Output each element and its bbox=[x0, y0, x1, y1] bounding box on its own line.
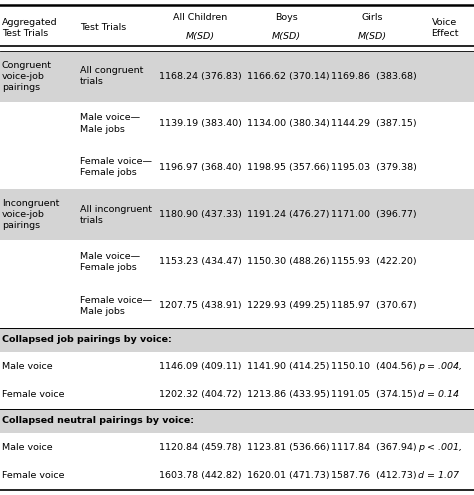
Text: Incongruent
voice-job
pairings: Incongruent voice-job pairings bbox=[2, 199, 59, 230]
Text: 1120.84 (459.78): 1120.84 (459.78) bbox=[159, 443, 242, 452]
Text: 1198.95 (357.66): 1198.95 (357.66) bbox=[247, 163, 330, 172]
Text: Female voice—
Male jobs: Female voice— Male jobs bbox=[80, 296, 152, 316]
Text: 1139.19 (383.40): 1139.19 (383.40) bbox=[159, 119, 242, 128]
Text: Male voice—
Male jobs: Male voice— Male jobs bbox=[80, 113, 140, 134]
Text: 1166.62 (370.14): 1166.62 (370.14) bbox=[247, 72, 330, 81]
Text: 1202.32 (404.72): 1202.32 (404.72) bbox=[159, 390, 242, 399]
Text: 1150.10  (404.56): 1150.10 (404.56) bbox=[330, 361, 416, 371]
Bar bbox=[0, 409, 474, 433]
Text: M(SD): M(SD) bbox=[357, 32, 386, 42]
Text: 1195.03  (379.38): 1195.03 (379.38) bbox=[330, 163, 417, 172]
Text: 1191.24 (476.27): 1191.24 (476.27) bbox=[247, 210, 330, 219]
Text: 1180.90 (437.33): 1180.90 (437.33) bbox=[159, 210, 242, 219]
Text: p = .004,: p = .004, bbox=[418, 361, 462, 371]
Text: 1168.24 (376.83): 1168.24 (376.83) bbox=[159, 72, 242, 81]
Text: 1207.75 (438.91): 1207.75 (438.91) bbox=[159, 301, 242, 310]
Text: Male voice—
Female jobs: Male voice— Female jobs bbox=[80, 252, 140, 272]
Text: Aggregated
Test Trials: Aggregated Test Trials bbox=[2, 18, 57, 38]
Text: Female voice: Female voice bbox=[2, 471, 64, 480]
Text: 1171.00  (396.77): 1171.00 (396.77) bbox=[330, 210, 416, 219]
Text: All Children: All Children bbox=[173, 12, 228, 22]
Text: Collapsed job pairings by voice:: Collapsed job pairings by voice: bbox=[2, 335, 172, 344]
Text: Male voice: Male voice bbox=[2, 361, 53, 371]
Bar bbox=[0, 189, 474, 240]
Text: Girls: Girls bbox=[361, 12, 383, 22]
Text: Collapsed neutral pairings by voice:: Collapsed neutral pairings by voice: bbox=[2, 416, 194, 425]
Text: 1150.30 (488.26): 1150.30 (488.26) bbox=[247, 257, 330, 266]
Text: 1123.81 (536.66): 1123.81 (536.66) bbox=[247, 443, 330, 452]
Text: d = 0.14: d = 0.14 bbox=[418, 390, 459, 399]
Text: 1141.90 (414.25): 1141.90 (414.25) bbox=[247, 361, 330, 371]
Text: Voice
Effect: Voice Effect bbox=[431, 18, 459, 38]
Bar bbox=[0, 328, 474, 352]
Text: 1587.76  (412.73): 1587.76 (412.73) bbox=[330, 471, 416, 480]
Text: M(SD): M(SD) bbox=[272, 32, 301, 42]
Text: 1153.23 (434.47): 1153.23 (434.47) bbox=[159, 257, 242, 266]
Text: Female voice: Female voice bbox=[2, 390, 64, 399]
Text: 1117.84  (367.94): 1117.84 (367.94) bbox=[330, 443, 416, 452]
Text: d = 1.07: d = 1.07 bbox=[418, 471, 459, 480]
Text: 1620.01 (471.73): 1620.01 (471.73) bbox=[247, 471, 330, 480]
Text: 1229.93 (499.25): 1229.93 (499.25) bbox=[247, 301, 330, 310]
Text: 1196.97 (368.40): 1196.97 (368.40) bbox=[159, 163, 242, 172]
Text: All incongruent
trials: All incongruent trials bbox=[80, 204, 152, 225]
Text: 1191.05  (374.15): 1191.05 (374.15) bbox=[330, 390, 416, 399]
Text: 1155.93  (422.20): 1155.93 (422.20) bbox=[330, 257, 416, 266]
Text: 1185.97  (370.67): 1185.97 (370.67) bbox=[330, 301, 416, 310]
Text: 1146.09 (409.11): 1146.09 (409.11) bbox=[159, 361, 242, 371]
Text: Boys: Boys bbox=[275, 12, 298, 22]
Text: 1603.78 (442.82): 1603.78 (442.82) bbox=[159, 471, 242, 480]
Text: 1134.00 (380.34): 1134.00 (380.34) bbox=[247, 119, 330, 128]
Text: p < .001,: p < .001, bbox=[418, 443, 462, 452]
Text: All congruent
trials: All congruent trials bbox=[80, 66, 144, 86]
Text: 1169.86  (383.68): 1169.86 (383.68) bbox=[330, 72, 416, 81]
Bar bbox=[0, 51, 474, 101]
Text: Male voice: Male voice bbox=[2, 443, 53, 452]
Text: Test Trials: Test Trials bbox=[80, 23, 126, 33]
Text: 1213.86 (433.95): 1213.86 (433.95) bbox=[247, 390, 330, 399]
Text: 1144.29  (387.15): 1144.29 (387.15) bbox=[330, 119, 416, 128]
Text: Congruent
voice-job
pairings: Congruent voice-job pairings bbox=[2, 61, 52, 92]
Text: Female voice—
Female jobs: Female voice— Female jobs bbox=[80, 157, 152, 177]
Text: M(SD): M(SD) bbox=[186, 32, 215, 42]
